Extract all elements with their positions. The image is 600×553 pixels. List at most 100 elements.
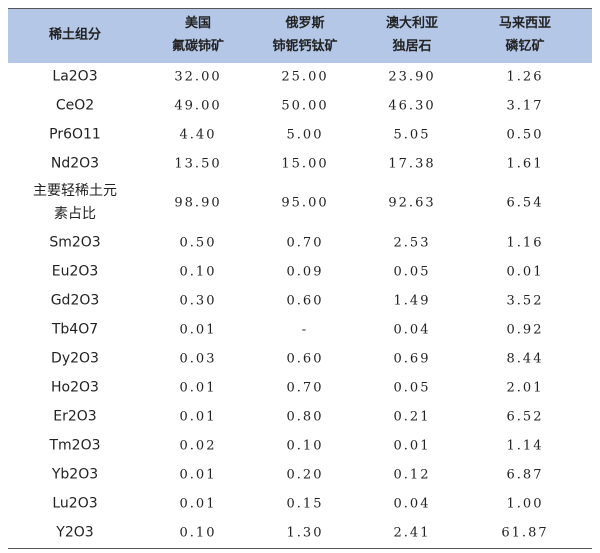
value-cell: 0.70 [286, 380, 324, 395]
row-label-text: Sm2O3 [49, 234, 101, 250]
row-label: Tb4O7 [52, 318, 98, 341]
value-cell: 32.00 [174, 69, 222, 84]
value-cell: 6.87 [506, 467, 544, 482]
row-label: Ho2O3 [51, 376, 99, 399]
header-text: 稀土组分 [48, 27, 102, 43]
value-cell: 0.50 [506, 127, 544, 142]
header-cell: 美国 氟碳铈矿 [172, 12, 224, 58]
value-cell: 0.02 [179, 438, 217, 453]
header-cell: 稀土组分 [49, 24, 101, 47]
value-cell: 0.12 [393, 467, 431, 482]
header-cell: 澳大利亚 独居石 [386, 12, 438, 58]
value-cell: 0.70 [286, 235, 324, 250]
value-cell: 0.05 [393, 264, 431, 279]
header-cell: 俄罗斯 铈铌钙钛矿 [272, 12, 337, 58]
value-cell: 0.80 [286, 409, 324, 424]
row-label: La2O3 [52, 65, 97, 88]
value-cell: 0.01 [179, 380, 217, 395]
value-cell: 25.00 [281, 69, 329, 84]
row-label: Eu2O3 [52, 260, 99, 283]
header-cell: 马来西亚 磷钇矿 [499, 12, 551, 58]
value-cell: 0.10 [179, 525, 217, 540]
row-label: Nd2O3 [51, 152, 99, 175]
value-cell: 1.49 [393, 293, 431, 308]
value-cell: 0.01 [179, 322, 217, 337]
value-cell: 0.15 [286, 496, 324, 511]
row-label: Er2O3 [53, 405, 96, 428]
row-label-text: Tb4O7 [51, 321, 99, 337]
row-label-text: La2O3 [52, 68, 98, 84]
value-cell: 6.54 [506, 195, 544, 211]
value-cell: 0.60 [286, 351, 324, 366]
value-cell: 0.04 [393, 496, 431, 511]
value-cell: 0.30 [179, 293, 217, 308]
row-label-text: Y2O3 [56, 524, 94, 540]
value-cell: 0.01 [179, 496, 217, 511]
row-label-text: Nd2O3 [50, 155, 100, 171]
value-cell: 5.05 [393, 127, 431, 142]
value-cell: 0.92 [506, 322, 544, 337]
row-label-text: CeO2 [55, 97, 95, 113]
value-cell: 0.69 [393, 351, 431, 366]
value-cell: 0.01 [393, 438, 431, 453]
row-label: CeO2 [56, 94, 94, 117]
header-text: 澳大利亚 [385, 16, 439, 31]
value-cell: 1.16 [506, 235, 544, 250]
value-cell: 1.30 [286, 525, 324, 540]
value-cell: 46.30 [388, 98, 436, 113]
value-cell: 1.26 [506, 69, 544, 84]
value-cell: 1.14 [506, 438, 544, 453]
value-cell: 92.63 [388, 195, 436, 211]
header-text: 氟碳铈矿 [171, 39, 225, 54]
value-cell: 4.40 [179, 127, 217, 142]
value-cell: 0.04 [393, 322, 431, 337]
row-label-text: 主要轻稀土元 [33, 183, 117, 199]
row-label-text: Lu2O3 [52, 495, 98, 511]
value-cell: 23.90 [388, 69, 436, 84]
value-cell: 6.52 [506, 409, 544, 424]
value-cell: 2.41 [393, 525, 431, 540]
value-cell: - [301, 322, 309, 337]
value-cell: 1.61 [506, 156, 544, 171]
value-cell: 17.38 [388, 156, 436, 171]
header-text: 美国 [184, 16, 212, 31]
value-cell: 2.01 [506, 380, 544, 395]
row-label: Tm2O3 [49, 434, 100, 457]
row-label-text: Tm2O3 [49, 437, 101, 453]
row-label: Sm2O3 [49, 231, 100, 254]
header-text: 独居石 [392, 39, 432, 54]
bottom-rule [8, 548, 592, 549]
value-cell: 0.21 [393, 409, 431, 424]
row-label-text: Er2O3 [53, 408, 97, 424]
row-label: Dy2O3 [51, 347, 99, 370]
value-cell: 0.09 [286, 264, 324, 279]
row-label-text: Pr6O11 [49, 126, 101, 142]
value-cell: 3.17 [506, 98, 544, 113]
value-cell: 2.53 [393, 235, 431, 250]
value-cell: 0.01 [179, 409, 217, 424]
header-text: 磷钇矿 [505, 39, 545, 54]
row-label: Y2O3 [56, 521, 93, 544]
value-cell: 5.00 [286, 127, 324, 142]
row-label: Yb2O3 [52, 463, 98, 486]
row-label: Lu2O3 [52, 492, 97, 515]
row-label-text: Ho2O3 [51, 379, 99, 395]
value-cell: 0.01 [506, 264, 544, 279]
value-cell: 95.00 [281, 195, 329, 211]
value-cell: 13.50 [174, 156, 222, 171]
header-text: 马来西亚 [498, 16, 552, 31]
row-label-text: Eu2O3 [51, 263, 99, 279]
row-label: 主要轻稀土元 素占比 [33, 180, 117, 226]
value-cell: 50.00 [281, 98, 329, 113]
value-cell: 0.20 [286, 467, 324, 482]
row-label-text: Yb2O3 [51, 466, 99, 482]
header-text: 铈铌钙钛矿 [272, 39, 338, 54]
row-label-text: Dy2O3 [51, 350, 99, 366]
row-label-text: 素占比 [54, 206, 96, 222]
value-cell: 0.03 [179, 351, 217, 366]
value-cell: 98.90 [174, 195, 222, 211]
row-label-text: Gd2O3 [50, 292, 100, 308]
value-cell: 61.87 [501, 525, 549, 540]
value-cell: 8.44 [506, 351, 544, 366]
value-cell: 3.52 [506, 293, 544, 308]
